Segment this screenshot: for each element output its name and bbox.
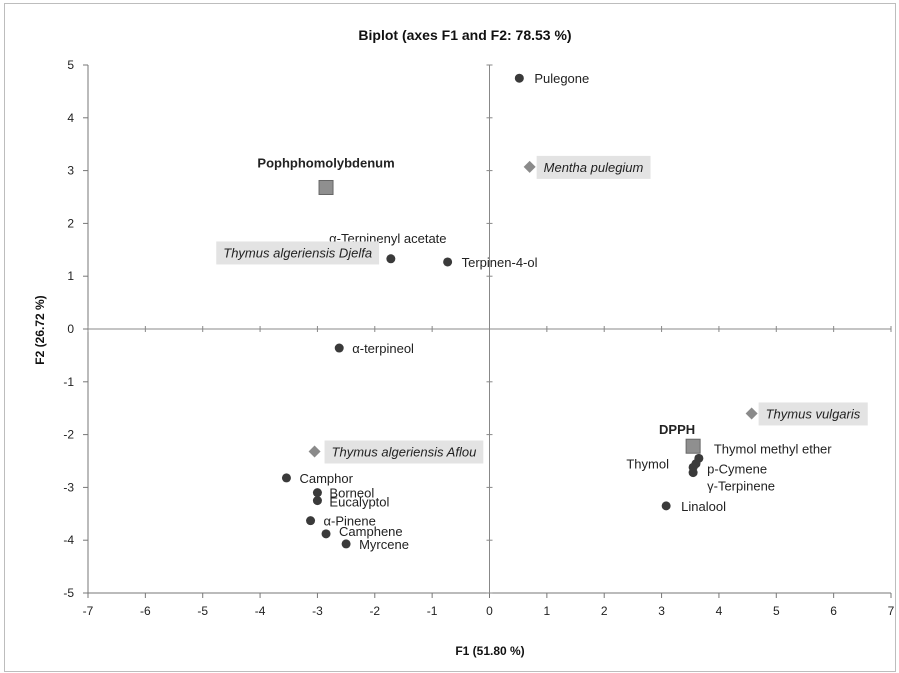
x-tick-label: -7 (83, 604, 94, 618)
chart-title: Biplot (axes F1 and F2: 78.53 %) (358, 27, 571, 43)
data-point (523, 160, 536, 173)
x-tick-label: 0 (486, 604, 493, 618)
point-label: DPPH (659, 422, 695, 437)
point-label: Pulegone (534, 71, 589, 86)
y-tick-label: 3 (67, 164, 74, 178)
data-point (661, 501, 671, 511)
x-tick-label: -4 (255, 604, 266, 618)
x-tick-label: 6 (830, 604, 837, 618)
point-label: Pophphomolybdenum (257, 155, 394, 170)
x-tick-label: 2 (601, 604, 608, 618)
y-tick-label: -2 (63, 428, 74, 442)
x-tick-label: -6 (140, 604, 151, 618)
point-label: α-Pinene (324, 514, 376, 529)
y-tick-label: 2 (67, 216, 74, 230)
x-tick-label: -2 (369, 604, 380, 618)
y-tick-label: 5 (67, 58, 74, 72)
data-point (312, 496, 322, 506)
point-label: Thymus algeriensis Djelfa (223, 245, 372, 260)
x-axis-title: F1 (51.80 %) (455, 644, 524, 658)
data-point (443, 257, 453, 267)
data-point (281, 473, 291, 483)
point-label: Myrcene (359, 537, 409, 552)
y-axis-title: F2 (26.72 %) (33, 295, 47, 364)
data-point (306, 516, 316, 526)
data-point (341, 539, 351, 549)
data-point (688, 468, 698, 478)
label-background (536, 155, 651, 179)
x-tick-label: -1 (427, 604, 438, 618)
x-tick-label: 1 (544, 604, 551, 618)
y-tick-label: 4 (67, 111, 74, 125)
label-background (216, 241, 380, 265)
data-point (685, 438, 701, 454)
data-point (318, 179, 334, 195)
x-tick-label: 4 (716, 604, 723, 618)
x-tick-label: 7 (888, 604, 895, 618)
data-point (334, 343, 344, 353)
point-label: Linalool (681, 499, 726, 514)
x-tick-label: 3 (658, 604, 665, 618)
point-label: Mentha pulegium (544, 160, 644, 175)
y-tick-label: -1 (63, 375, 74, 389)
y-tick-label: -5 (63, 586, 74, 600)
y-tick-label: 0 (67, 322, 74, 336)
x-tick-label: 5 (773, 604, 780, 618)
x-tick-label: -3 (312, 604, 323, 618)
point-label: Thymus vulgaris (766, 406, 861, 421)
axes-layer: -7 -6 -5 -4 -3 -2 -1 0 1 2 3 4 5 6 7 -5 -4 -3 -2 -1 0 1 2 3 4 5 (63, 58, 894, 618)
point-label: α-terpineol (352, 341, 414, 356)
data-point (514, 73, 524, 83)
data-point (745, 407, 758, 420)
point-label: Borneol (329, 486, 374, 501)
y-tick-label: -3 (63, 480, 74, 494)
point-label: Camphene (339, 524, 403, 539)
point-label: Thymol (626, 457, 669, 472)
label-background (758, 402, 868, 426)
data-point (386, 254, 396, 264)
point-label: Thymol methyl ether (714, 441, 832, 456)
point-label: Terpinen-4-ol (462, 255, 538, 270)
chart-frame (4, 3, 896, 672)
data-point (312, 488, 322, 498)
label-background (324, 440, 484, 464)
x-tick-label: -5 (197, 604, 208, 618)
data-point (321, 529, 331, 539)
point-label: Camphor (299, 471, 353, 486)
point-label: p-Cymene (707, 461, 767, 476)
point-label: γ-Terpinene (707, 479, 775, 494)
y-tick-label: 1 (67, 269, 74, 283)
y-tick-label: -4 (63, 533, 74, 547)
point-label: Thymus algeriensis Aflou (332, 444, 477, 459)
data-point (308, 445, 321, 458)
point-label: Eucalyptol (329, 495, 389, 510)
